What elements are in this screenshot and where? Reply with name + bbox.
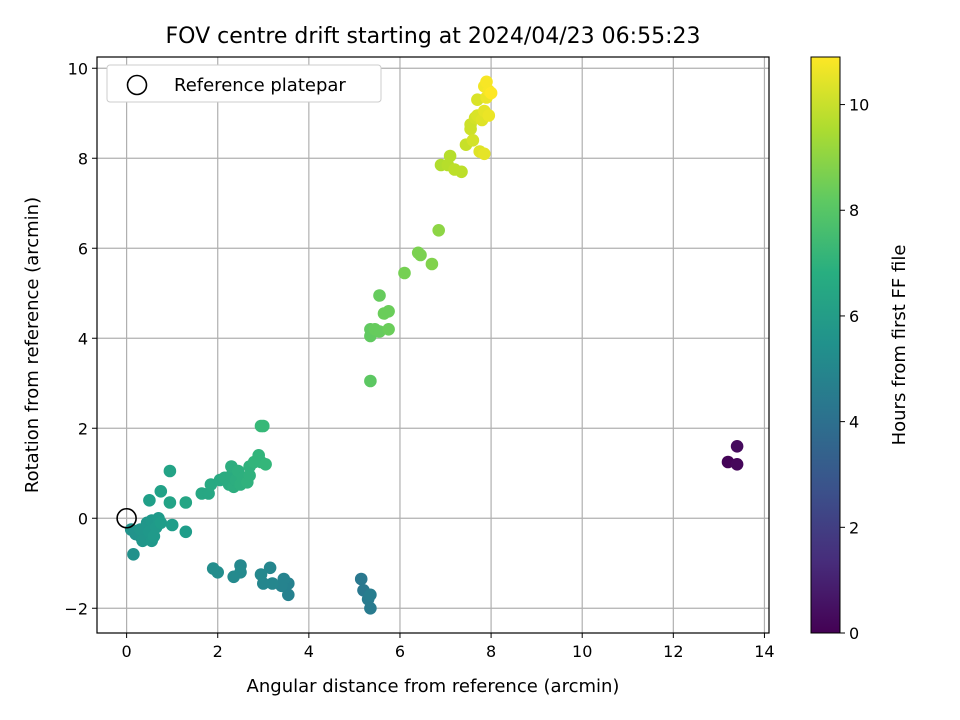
data-point-76: [425, 257, 439, 271]
x-axis-label: Angular distance from reference (arcmin): [247, 676, 620, 697]
colorbar: 0 2 4 6 8 10 Hours from first FF file: [810, 56, 910, 643]
colorbar-label: Hours from first FF file: [889, 245, 910, 446]
data-point-63: [254, 419, 268, 433]
data-point-41: [179, 496, 193, 509]
y-tick-label-0: −2: [64, 599, 88, 618]
data-point-93: [478, 147, 491, 161]
reference-marker: [116, 507, 137, 529]
y-ticks: −2 0 2 4 6 8 10: [64, 59, 97, 618]
data-point-56: [243, 469, 256, 482]
data-point-34: [154, 516, 168, 530]
grid-lines: [97, 57, 769, 633]
colorbar-tick-label-2: 4: [849, 413, 859, 432]
legend: Reference platepar: [106, 64, 382, 103]
legend-box: [106, 64, 382, 103]
reference-point: [116, 507, 137, 529]
colorbar-gradient: [810, 56, 841, 634]
data-point-95: [482, 109, 496, 122]
data-point-18: [227, 570, 240, 584]
data-point-15: [254, 568, 268, 581]
y-tick-label-1: 0: [78, 509, 88, 528]
data-point-8: [282, 588, 295, 602]
legend-reference-marker: [126, 74, 148, 96]
data-point-73: [398, 266, 411, 280]
data-point-26: [136, 534, 149, 548]
x-tick-label-0: 0: [122, 642, 132, 661]
x-tick-label-3: 6: [395, 642, 405, 661]
data-point-35: [165, 518, 179, 532]
data-points: [124, 75, 744, 615]
data-point-1: [730, 458, 744, 471]
data-point-37: [143, 494, 156, 507]
data-point-12: [266, 577, 279, 590]
legend-reference-label: Reference platepar: [174, 75, 346, 96]
colorbar-tick-label-4: 8: [849, 201, 859, 220]
y-axis-label: Rotation from reference (arcmin): [22, 197, 43, 493]
data-point-75: [414, 248, 427, 262]
y-tick-label-6: 10: [68, 59, 88, 78]
x-tick-label-2: 4: [304, 642, 314, 661]
x-tick-label-5: 10: [572, 642, 592, 661]
y-tick-label-4: 6: [78, 239, 88, 258]
x-tick-label-4: 8: [486, 642, 496, 661]
colorbar-tick-label-3: 6: [849, 307, 859, 326]
x-tick-label-7: 14: [754, 642, 774, 661]
data-point-7: [364, 588, 377, 602]
y-tick-label-3: 4: [78, 329, 88, 348]
data-point-69: [373, 289, 386, 302]
colorbar-ticks: 0 2 4 6 8 10: [840, 96, 869, 643]
data-point-39: [163, 496, 177, 509]
data-point-72: [382, 323, 395, 336]
colorbar-tick-label-5: 10: [849, 96, 869, 115]
plot-frame: [96, 56, 770, 634]
data-point-13: [263, 561, 277, 575]
data-point-20: [206, 562, 220, 575]
data-point-36: [179, 525, 193, 539]
x-tick-label-6: 12: [663, 642, 683, 661]
data-point-99: [484, 86, 498, 100]
data-point-86: [466, 134, 480, 147]
data-point-3: [354, 572, 368, 586]
data-point-61: [259, 458, 272, 471]
data-point-40: [163, 464, 177, 478]
data-point-38: [154, 485, 168, 498]
y-tick-label-2: 2: [78, 419, 88, 438]
data-point-71: [382, 305, 395, 318]
colorbar-tick-label-0: 0: [849, 624, 859, 643]
x-ticks: 0 2 4 6 8 10 12 14: [122, 633, 775, 661]
data-point-82: [455, 165, 468, 179]
data-point-6: [364, 602, 377, 615]
data-point-2: [730, 440, 744, 453]
data-point-80: [443, 149, 457, 163]
y-tick-label-5: 8: [78, 149, 88, 168]
colorbar-tick-label-1: 2: [849, 518, 859, 537]
x-tick-label-1: 2: [213, 642, 223, 661]
data-point-64: [364, 374, 377, 388]
data-point-77: [432, 224, 446, 237]
data-point-21: [127, 548, 140, 561]
chart-title: FOV centre drift starting at 2024/04/23 …: [166, 24, 701, 49]
